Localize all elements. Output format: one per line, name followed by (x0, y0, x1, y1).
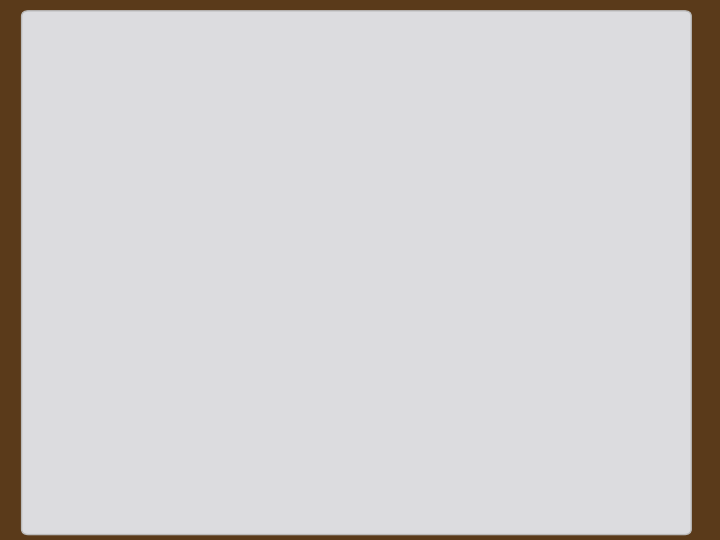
Text: •: • (40, 343, 50, 361)
Text: 8: 8 (196, 123, 204, 136)
Text: 16: 16 (346, 123, 363, 136)
Text: 6: 6 (433, 112, 442, 125)
Text: Add: Add (61, 213, 91, 226)
Text: 16: 16 (128, 323, 145, 336)
Text: 16: 16 (144, 185, 158, 195)
Text: 16: 16 (212, 432, 230, 445)
Text: 16: 16 (274, 273, 292, 286)
Text: 6: 6 (130, 312, 138, 325)
Text: •: • (40, 213, 50, 231)
Text: •: • (40, 68, 50, 85)
Text: −: − (317, 254, 334, 274)
Text: •: • (40, 157, 50, 174)
Text: 11: 11 (125, 420, 141, 430)
Text: Subtract the fractions first. (Determine LCD): Subtract the fractions first. (Determine… (61, 68, 412, 82)
Text: 17: 17 (274, 260, 292, 273)
Text: −: − (380, 105, 397, 124)
Text: Borrowing: Borrowing (236, 40, 340, 58)
Text: 16: 16 (124, 431, 140, 441)
Text: 16: 16 (76, 323, 93, 336)
Text: −: − (143, 105, 159, 124)
Text: 3: 3 (164, 103, 181, 126)
Text: 4: 4 (241, 249, 258, 273)
Text: and problem becomes:: and problem becomes: (222, 213, 393, 226)
Text: 3: 3 (338, 249, 356, 273)
Text: 3: 3 (196, 112, 204, 125)
Text: 6: 6 (372, 260, 380, 273)
Text: 1 +: 1 + (76, 412, 107, 430)
Text: 16: 16 (187, 323, 204, 336)
Text: 17: 17 (76, 312, 93, 325)
Text: Subtract the fractions.: Subtract the fractions. (61, 293, 232, 306)
Text: 5: 5 (79, 103, 96, 126)
Text: −: − (114, 313, 127, 331)
Text: 1 unit  (      ) is borrowed from the 5 units, leaving 4.: 1 unit ( ) is borrowed from the 5 units,… (61, 177, 456, 190)
Text: •: • (40, 293, 50, 311)
Text: 1: 1 (191, 365, 203, 383)
Text: 5: 5 (315, 103, 332, 126)
Text: 1: 1 (347, 112, 356, 125)
Text: 16: 16 (370, 273, 387, 286)
Text: 16: 16 (109, 123, 127, 136)
Text: 18: 18 (675, 514, 691, 526)
Text: =: = (167, 313, 181, 331)
Text: 4 − 3 =: 4 − 3 = (76, 365, 150, 383)
Text: 11: 11 (189, 312, 206, 325)
Text: 16: 16 (432, 123, 449, 136)
Text: 1: 1 (189, 221, 196, 231)
Text: 1: 1 (186, 412, 200, 432)
Text: Six-sixteenths cannot be subtracted from one-sixteenth, so: Six-sixteenths cannot be subtracted from… (61, 157, 508, 170)
Text: 16: 16 (120, 221, 135, 231)
Text: 3: 3 (402, 103, 418, 126)
Text: Add whole number and fraction together to form complete answer.: Add whole number and fraction together t… (61, 390, 564, 403)
Text: Subtract the whole numbers.: Subtract the whole numbers. (61, 343, 279, 356)
Text: 16: 16 (120, 231, 135, 241)
Text: •: • (40, 390, 50, 408)
Text: (LCD) = 16: (LCD) = 16 (79, 134, 156, 148)
Text: 15.   Subtraction of Mixed Numbers: 15. Subtraction of Mixed Numbers (40, 19, 458, 39)
Text: =: = (164, 412, 178, 430)
Text: to: to (153, 213, 168, 226)
Text: becomes: becomes (229, 105, 285, 118)
Text: 16: 16 (187, 231, 202, 241)
Text: 16: 16 (144, 195, 158, 206)
Text: (con't): (con't) (484, 19, 540, 33)
Text: 11: 11 (214, 420, 231, 433)
Text: 1: 1 (111, 112, 120, 125)
